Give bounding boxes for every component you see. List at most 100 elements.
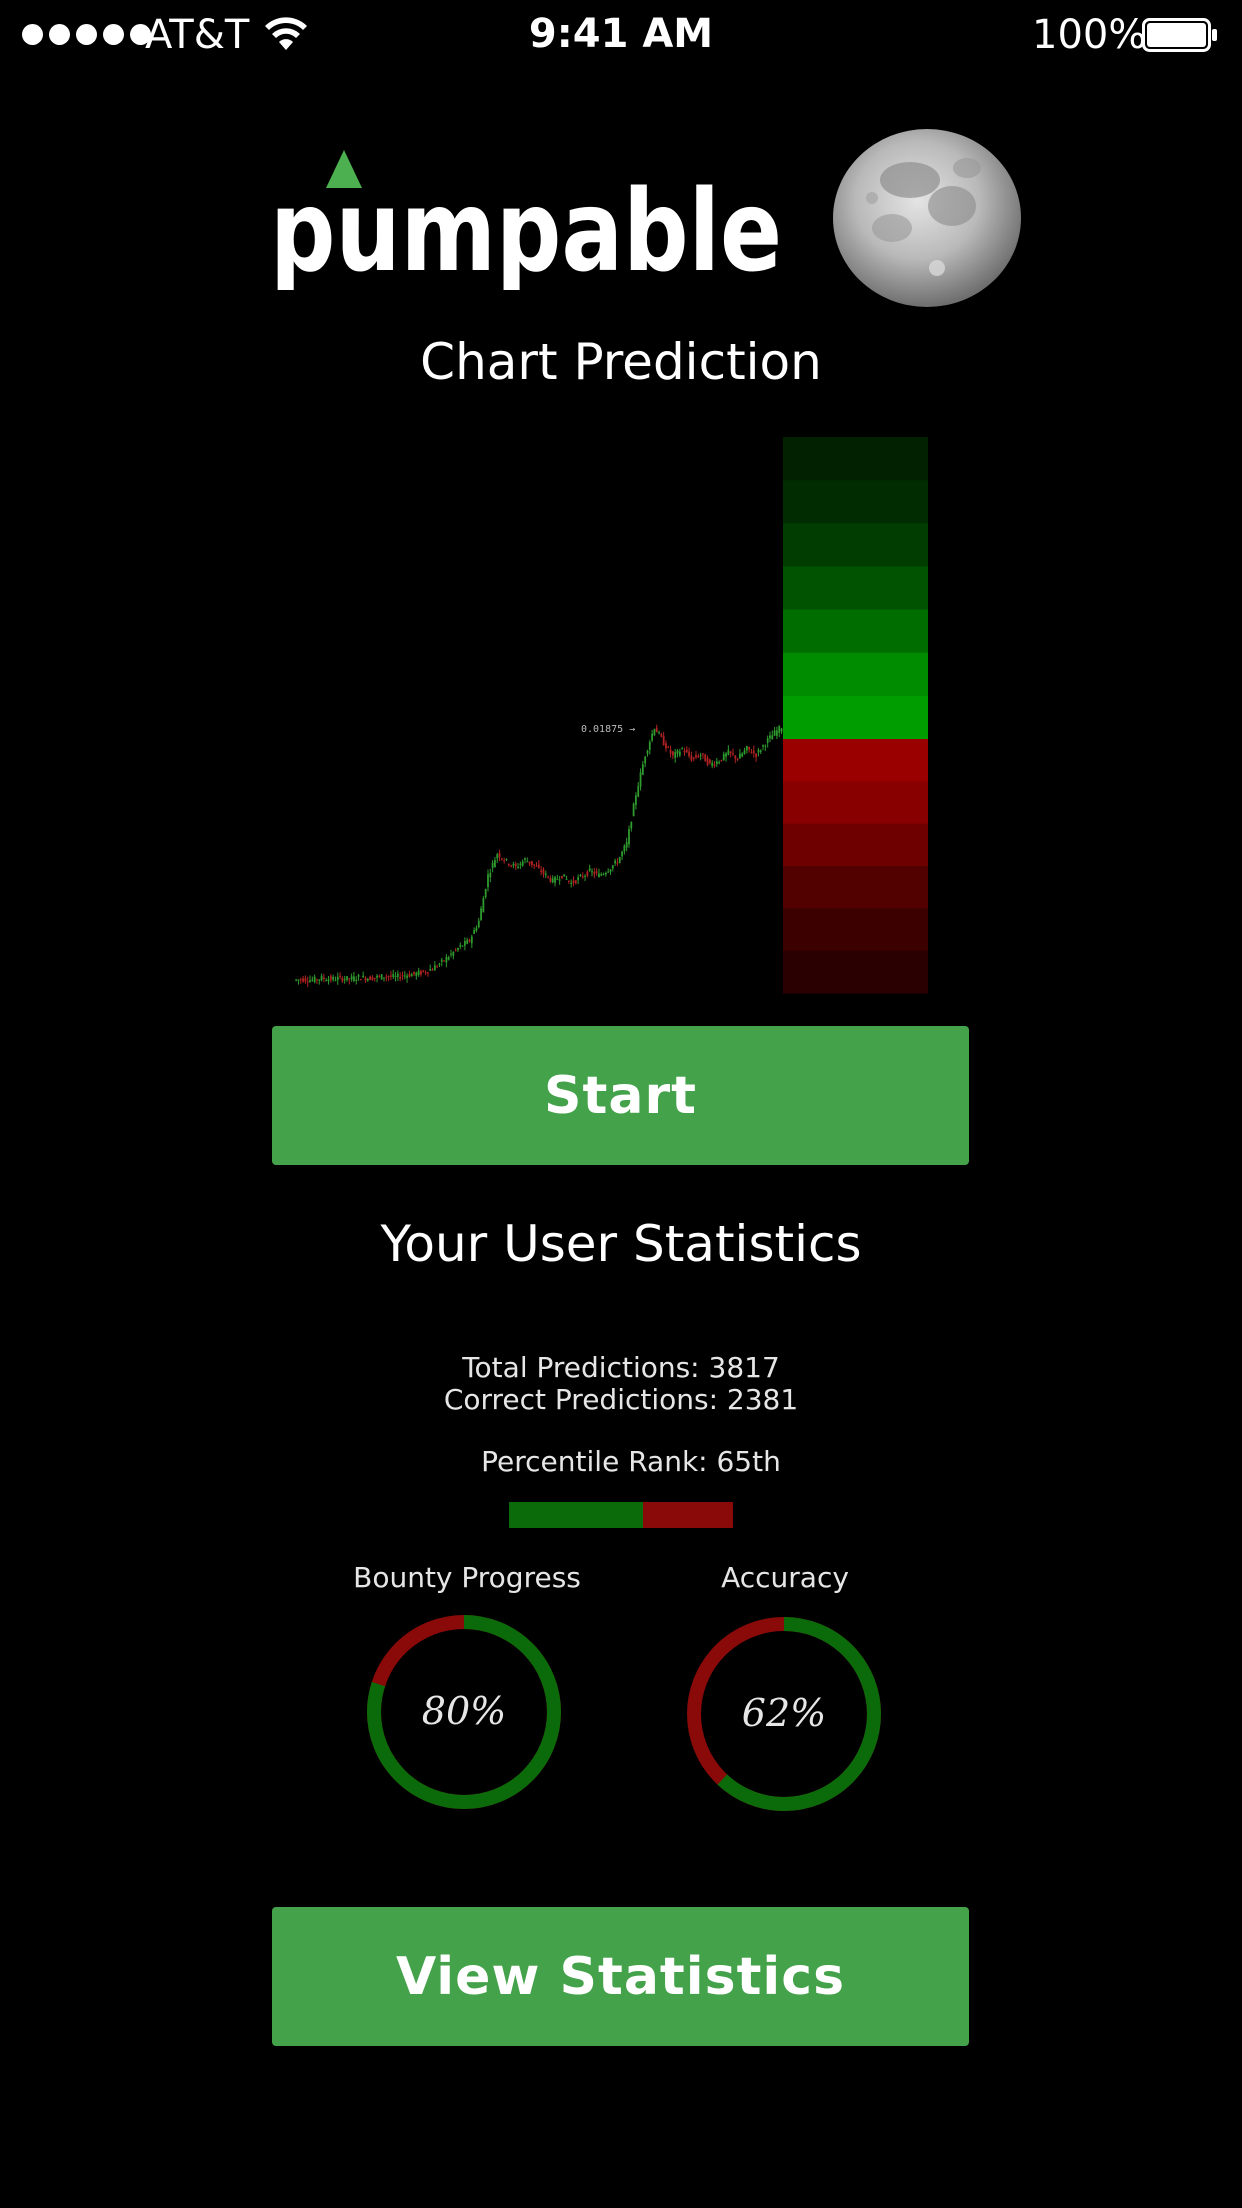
- candle-body: [436, 967, 438, 968]
- candle-body: [626, 842, 628, 847]
- percentile-rank-fill: [509, 1502, 643, 1528]
- candle-body: [429, 969, 431, 971]
- candle-body: [427, 972, 429, 973]
- candle-body: [721, 760, 723, 761]
- logo-wordmark: pumpable: [270, 167, 782, 290]
- candle-body: [390, 975, 392, 976]
- candle-body: [663, 736, 665, 745]
- candle-body: [716, 761, 718, 764]
- candle-body: [649, 742, 651, 750]
- candle-body: [660, 734, 662, 737]
- candle-body: [455, 950, 457, 951]
- candle-body: [434, 965, 436, 970]
- prediction-up-segment[interactable]: [783, 653, 928, 697]
- candle-body: [550, 878, 552, 882]
- candle-body: [480, 908, 482, 920]
- candle-body: [665, 743, 667, 748]
- candle-body: [413, 972, 415, 974]
- candle-body: [651, 734, 653, 741]
- prediction-down-segment[interactable]: [783, 908, 928, 951]
- candle-body: [526, 861, 528, 862]
- prediction-up-segment[interactable]: [783, 437, 928, 481]
- candle-body: [448, 957, 450, 959]
- candle-body: [339, 976, 341, 977]
- candle-body: [563, 874, 565, 876]
- candle-body: [510, 865, 512, 866]
- start-button[interactable]: Start: [272, 1026, 969, 1165]
- candle-body: [732, 753, 734, 754]
- candle-body: [358, 975, 360, 977]
- candle-body: [397, 974, 399, 977]
- candle-body: [522, 861, 524, 865]
- candle-body: [686, 750, 688, 753]
- candle-body: [330, 976, 332, 980]
- candle-body: [353, 976, 355, 980]
- candle-body: [307, 981, 309, 982]
- prediction-up-segment[interactable]: [783, 523, 928, 567]
- candle-body: [658, 732, 660, 733]
- candle-body: [762, 745, 764, 746]
- candle-body: [311, 980, 313, 981]
- candle-body: [674, 752, 676, 758]
- prediction-up-segment[interactable]: [783, 696, 928, 740]
- candle-body: [402, 975, 404, 976]
- prediction-down-segment[interactable]: [783, 739, 928, 782]
- candle-body: [670, 750, 672, 754]
- candle-body: [445, 957, 447, 962]
- prediction-chart[interactable]: 0.01875 →: [285, 430, 935, 1000]
- candle-body: [573, 881, 575, 883]
- candle-body: [598, 874, 600, 877]
- candle-body: [707, 758, 709, 765]
- candle-body: [348, 978, 350, 979]
- candle-body: [718, 762, 720, 763]
- candle-body: [607, 872, 609, 873]
- candle-body: [552, 878, 554, 882]
- candle-body: [628, 829, 630, 844]
- candle-body: [617, 863, 619, 864]
- candle-body: [758, 750, 760, 753]
- candle-body: [351, 976, 353, 979]
- candle-body: [619, 857, 621, 863]
- candle-body: [295, 980, 297, 981]
- prediction-up-segment[interactable]: [783, 610, 928, 654]
- prediction-down-segment[interactable]: [783, 781, 928, 824]
- candle-body: [499, 853, 501, 858]
- candle-body: [688, 752, 690, 757]
- candle-body: [531, 861, 533, 865]
- candle-body: [637, 786, 639, 797]
- candle-body: [559, 880, 561, 881]
- bounty-progress-gauge: 80%: [364, 1612, 564, 1812]
- candle-body: [741, 753, 743, 756]
- candle-body: [406, 976, 408, 978]
- candle-body: [305, 978, 307, 981]
- prediction-down-segment[interactable]: [783, 866, 928, 909]
- candle-body: [725, 753, 727, 756]
- moon-icon: [832, 128, 1022, 308]
- prediction-up-segment[interactable]: [783, 480, 928, 524]
- correct-predictions: Correct Predictions: 2381: [0, 1383, 1242, 1417]
- candle-body: [476, 928, 478, 931]
- candle-body: [360, 979, 362, 980]
- candle-body: [517, 867, 519, 868]
- prediction-down-segment[interactable]: [783, 824, 928, 867]
- candle-body: [378, 976, 380, 977]
- prediction-down-segment[interactable]: [783, 951, 928, 994]
- candle-body: [614, 861, 616, 864]
- candle-body: [600, 874, 602, 875]
- candle-body: [568, 881, 570, 882]
- prediction-up-segment[interactable]: [783, 566, 928, 610]
- candle-body: [667, 747, 669, 748]
- total-predictions: Total Predictions: 3817: [0, 1351, 1242, 1385]
- candle-body: [496, 854, 498, 858]
- candle-body: [452, 952, 454, 956]
- candle-body: [623, 846, 625, 851]
- candle-body: [769, 736, 771, 739]
- candle-body: [314, 977, 316, 982]
- candle-body: [533, 864, 535, 865]
- view-statistics-button[interactable]: View Statistics: [272, 1907, 969, 2046]
- candle-body: [690, 756, 692, 761]
- candle-body: [443, 961, 445, 962]
- candle-body: [744, 750, 746, 754]
- candle-body: [459, 945, 461, 946]
- candle-body: [383, 978, 385, 979]
